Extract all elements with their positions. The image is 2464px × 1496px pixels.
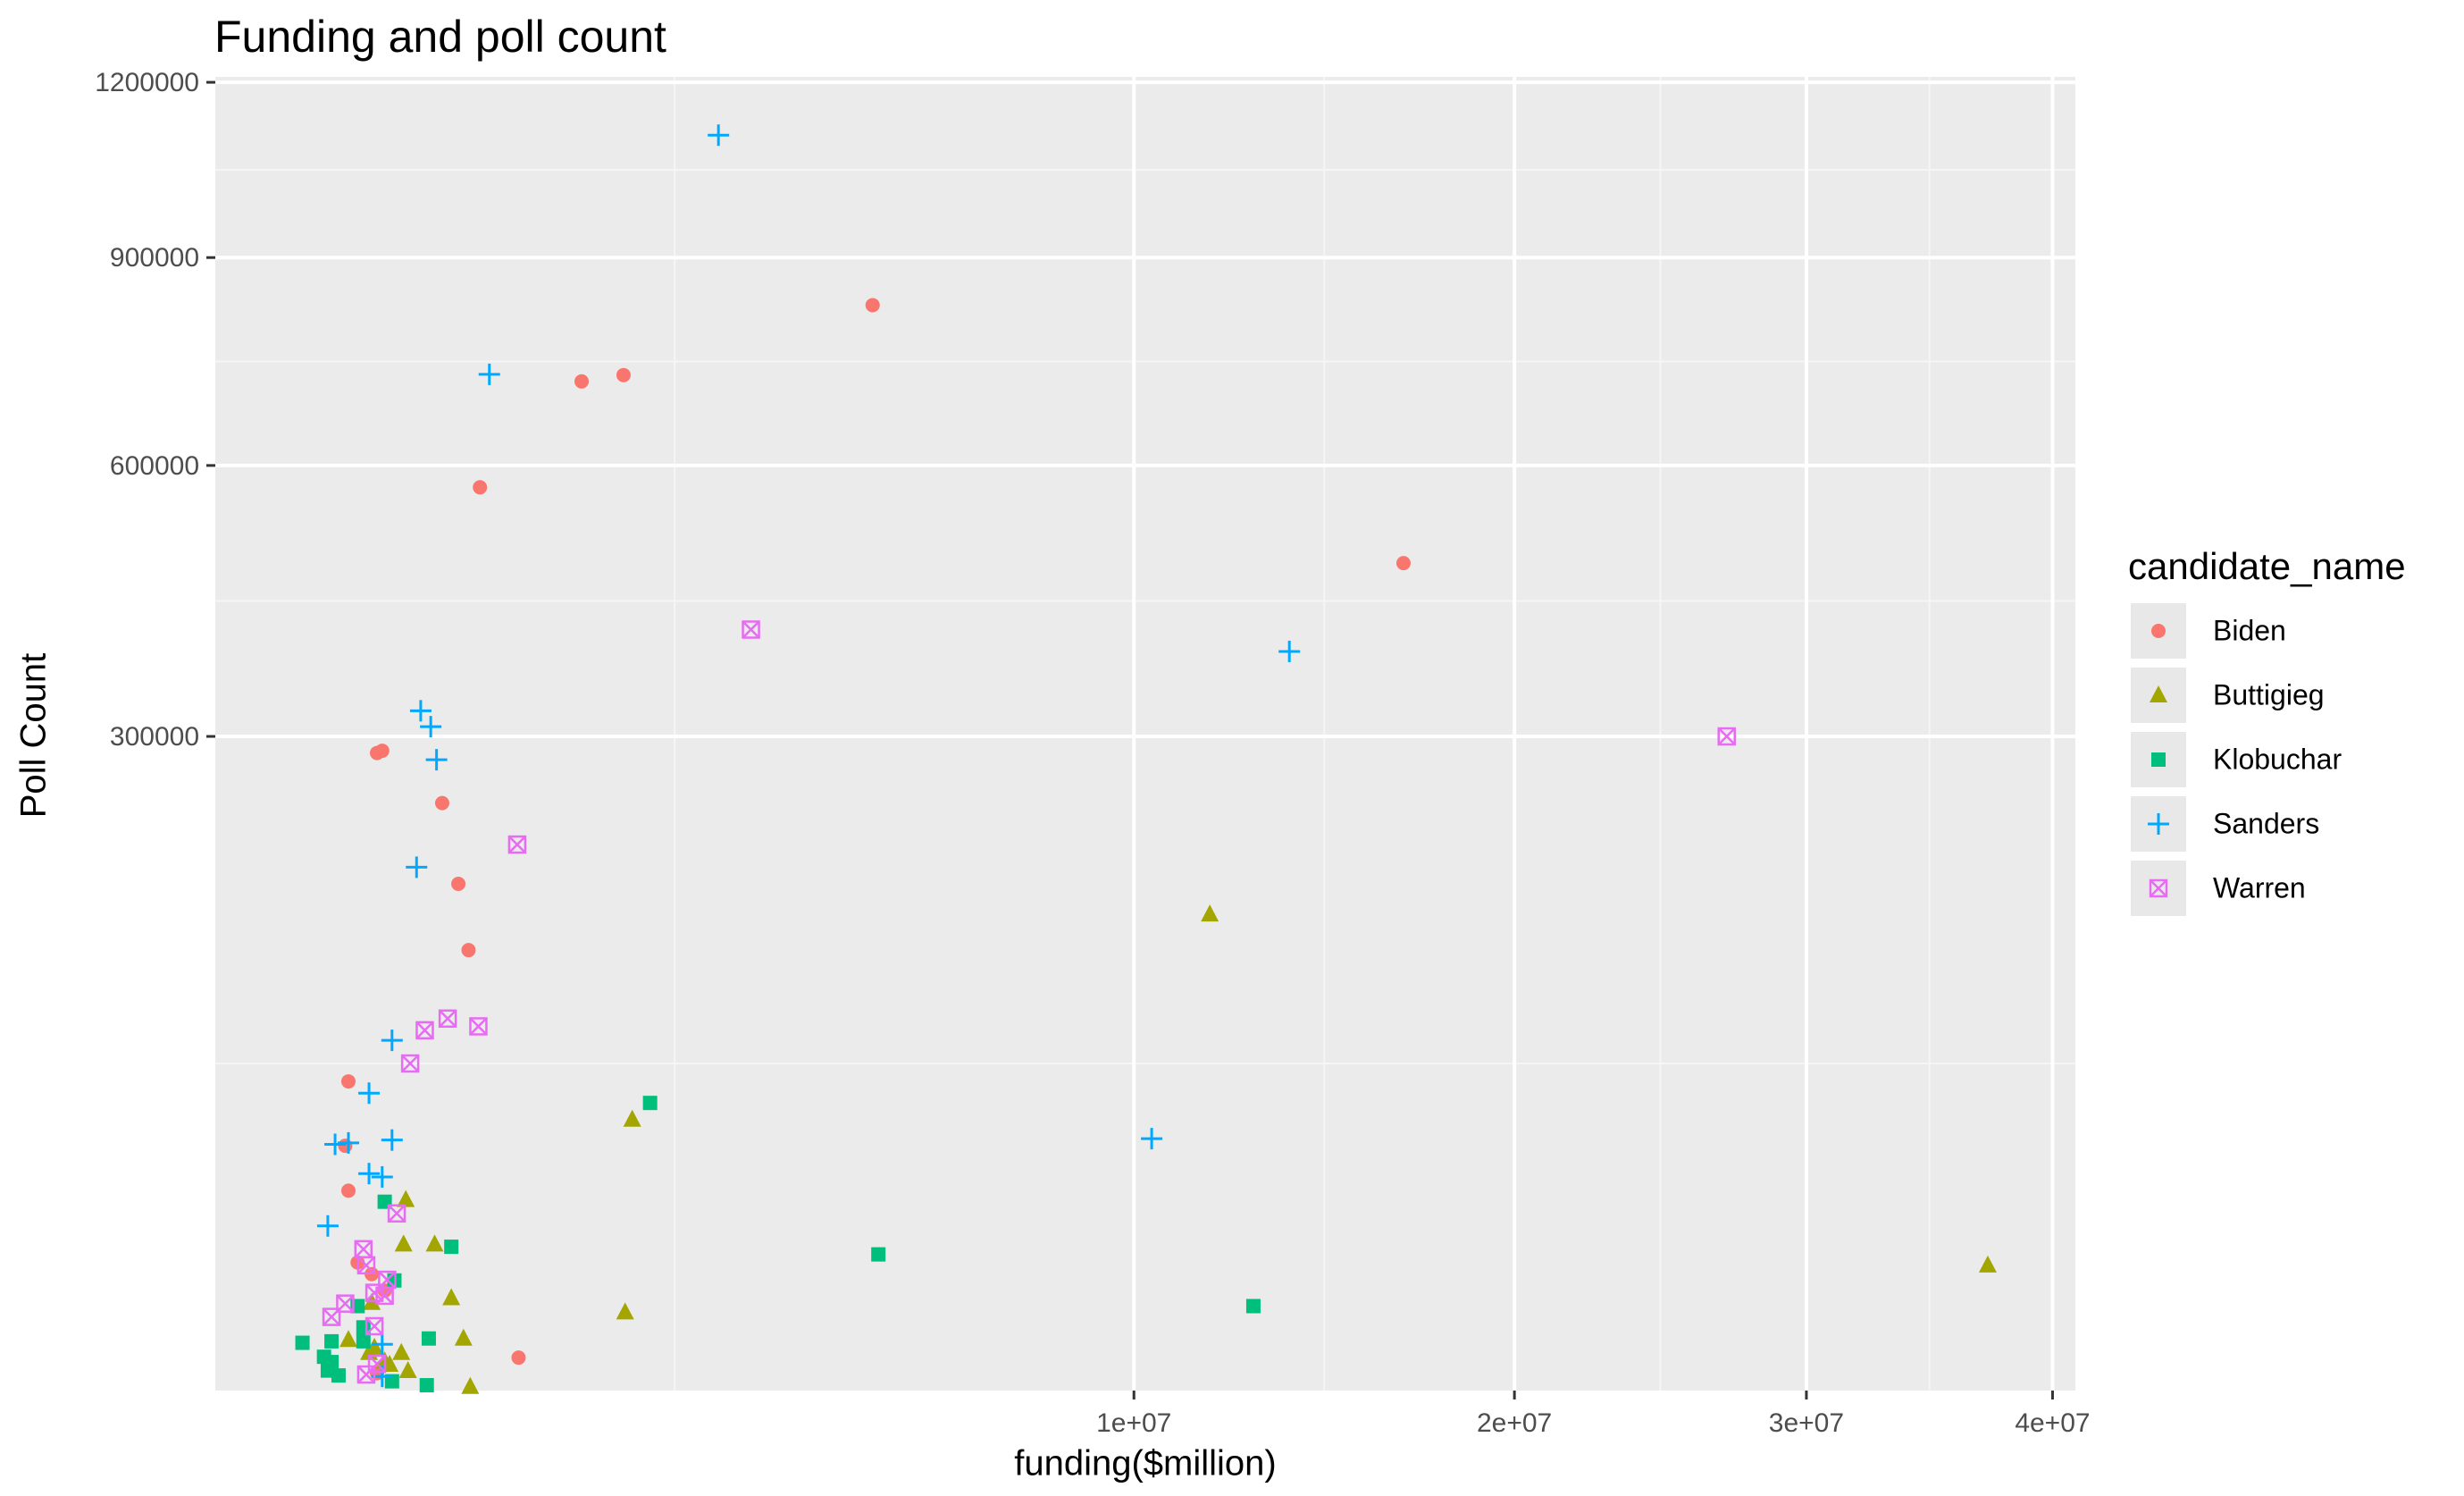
y-tick-label: 300000 bbox=[110, 722, 199, 752]
x-axis-label: funding($million) bbox=[1014, 1443, 1277, 1483]
data-point-klobuchar bbox=[1245, 1298, 1261, 1314]
data-point-klobuchar bbox=[419, 1378, 434, 1393]
data-point-warren bbox=[356, 1256, 376, 1275]
data-point-klobuchar bbox=[324, 1333, 339, 1349]
data-point-sanders bbox=[371, 1165, 393, 1188]
legend-item-buttigieg: Buttigieg bbox=[2131, 668, 2345, 723]
data-point-buttigieg bbox=[616, 1302, 634, 1320]
data-point-warren bbox=[322, 1307, 341, 1326]
data-point-buttigieg bbox=[442, 1288, 461, 1306]
legend-title: candidate_name bbox=[2128, 545, 2406, 587]
data-point-buttigieg bbox=[425, 1234, 444, 1252]
data-point-sanders bbox=[371, 1333, 393, 1356]
data-point-biden bbox=[451, 877, 466, 892]
axis-ticks bbox=[206, 80, 2054, 1399]
data-point-warren bbox=[356, 1365, 376, 1384]
data-point-biden bbox=[370, 745, 385, 761]
data-point-klobuchar bbox=[320, 1363, 335, 1378]
data-point-buttigieg bbox=[1978, 1255, 1997, 1273]
data-point-biden bbox=[1395, 556, 1411, 571]
data-point-warren bbox=[507, 835, 527, 854]
data-point-warren bbox=[469, 1017, 488, 1036]
y-tick-label: 900000 bbox=[110, 243, 199, 273]
data-point-klobuchar bbox=[642, 1096, 658, 1111]
legend-marker-buttigieg bbox=[2150, 685, 2167, 702]
data-point-warren bbox=[365, 1283, 384, 1302]
data-point-biden bbox=[473, 480, 488, 495]
data-point-sanders bbox=[708, 124, 730, 147]
data-point-klobuchar bbox=[421, 1331, 436, 1346]
data-point-buttigieg bbox=[623, 1109, 641, 1127]
data-point-sanders bbox=[324, 1133, 347, 1156]
data-point-biden bbox=[574, 374, 590, 389]
data-point-klobuchar bbox=[444, 1240, 459, 1255]
legend-label: Sanders bbox=[2213, 807, 2320, 840]
data-point-warren bbox=[387, 1204, 406, 1223]
minor-gridlines bbox=[215, 77, 2075, 1391]
data-point-biden bbox=[341, 1183, 356, 1198]
data-point-biden bbox=[461, 943, 476, 958]
data-point-sanders bbox=[478, 363, 500, 385]
data-point-biden bbox=[616, 367, 631, 382]
data-point-klobuchar bbox=[356, 1333, 371, 1349]
data-point-warren bbox=[742, 620, 760, 639]
x-tick-label: 2e+07 bbox=[1477, 1408, 1552, 1438]
data-point-sanders bbox=[1141, 1128, 1163, 1150]
y-tick-label: 600000 bbox=[110, 451, 199, 481]
data-point-sanders bbox=[409, 700, 432, 722]
data-point-biden bbox=[338, 1139, 353, 1154]
x-tick-label: 4e+07 bbox=[2015, 1408, 2090, 1438]
data-point-warren bbox=[438, 1009, 457, 1029]
data-point-buttigieg bbox=[454, 1328, 473, 1346]
data-point-warren bbox=[415, 1021, 434, 1040]
legend-label: Buttigieg bbox=[2213, 678, 2325, 711]
legend-marker-sanders bbox=[2148, 813, 2169, 835]
data-point-warren bbox=[400, 1054, 420, 1073]
legend-label: Klobuchar bbox=[2213, 743, 2342, 776]
data-point-buttigieg bbox=[339, 1330, 358, 1348]
data-point-buttigieg bbox=[397, 1189, 415, 1207]
data-point-buttigieg bbox=[394, 1234, 413, 1252]
data-point-biden bbox=[434, 795, 449, 811]
legend-label: Biden bbox=[2213, 614, 2286, 647]
data-point-buttigieg bbox=[392, 1342, 411, 1360]
data-point-warren bbox=[365, 1316, 384, 1336]
data-point-biden bbox=[865, 298, 880, 313]
data-point-sanders bbox=[316, 1214, 339, 1237]
legend-marker-warren bbox=[2149, 878, 2168, 898]
legend-marker-biden bbox=[2151, 624, 2166, 638]
x-tick-label: 1e+07 bbox=[1096, 1408, 1171, 1438]
data-point-buttigieg bbox=[461, 1376, 480, 1394]
tick-labels: 1e+07 2e+07 3e+07 4e+07 300000 600000 900000 12… bbox=[95, 68, 2090, 1438]
x-tick-label: 3e+07 bbox=[1769, 1408, 1844, 1438]
data-point-biden bbox=[341, 1074, 356, 1089]
data-point-klobuchar bbox=[331, 1368, 346, 1383]
data-point-klobuchar bbox=[295, 1335, 310, 1350]
data-point-sanders bbox=[420, 716, 442, 738]
plot-panel bbox=[215, 77, 2075, 1391]
major-gridlines bbox=[215, 77, 2075, 1391]
data-point-sanders bbox=[338, 1131, 360, 1154]
data-point-sanders bbox=[358, 1082, 381, 1105]
data-point-sanders bbox=[406, 856, 428, 878]
y-tick-label: 1200000 bbox=[95, 68, 199, 97]
legend-label: Warren bbox=[2213, 871, 2306, 904]
data-point-sanders bbox=[1278, 640, 1301, 662]
chart-title: Funding and poll count bbox=[214, 12, 666, 62]
data-point-buttigieg bbox=[1201, 904, 1219, 922]
data-point-biden bbox=[511, 1350, 526, 1366]
data-point-sanders bbox=[425, 749, 448, 771]
data-point-klobuchar bbox=[871, 1247, 886, 1262]
data-point-warren bbox=[1717, 727, 1736, 746]
data-points bbox=[295, 124, 1997, 1394]
data-point-sanders bbox=[381, 1129, 403, 1151]
data-point-buttigieg bbox=[398, 1361, 417, 1379]
legend-marker-klobuchar bbox=[2151, 752, 2166, 767]
data-point-sanders bbox=[358, 1163, 381, 1185]
legend-keys bbox=[2148, 624, 2169, 898]
data-point-sanders bbox=[381, 1030, 403, 1052]
